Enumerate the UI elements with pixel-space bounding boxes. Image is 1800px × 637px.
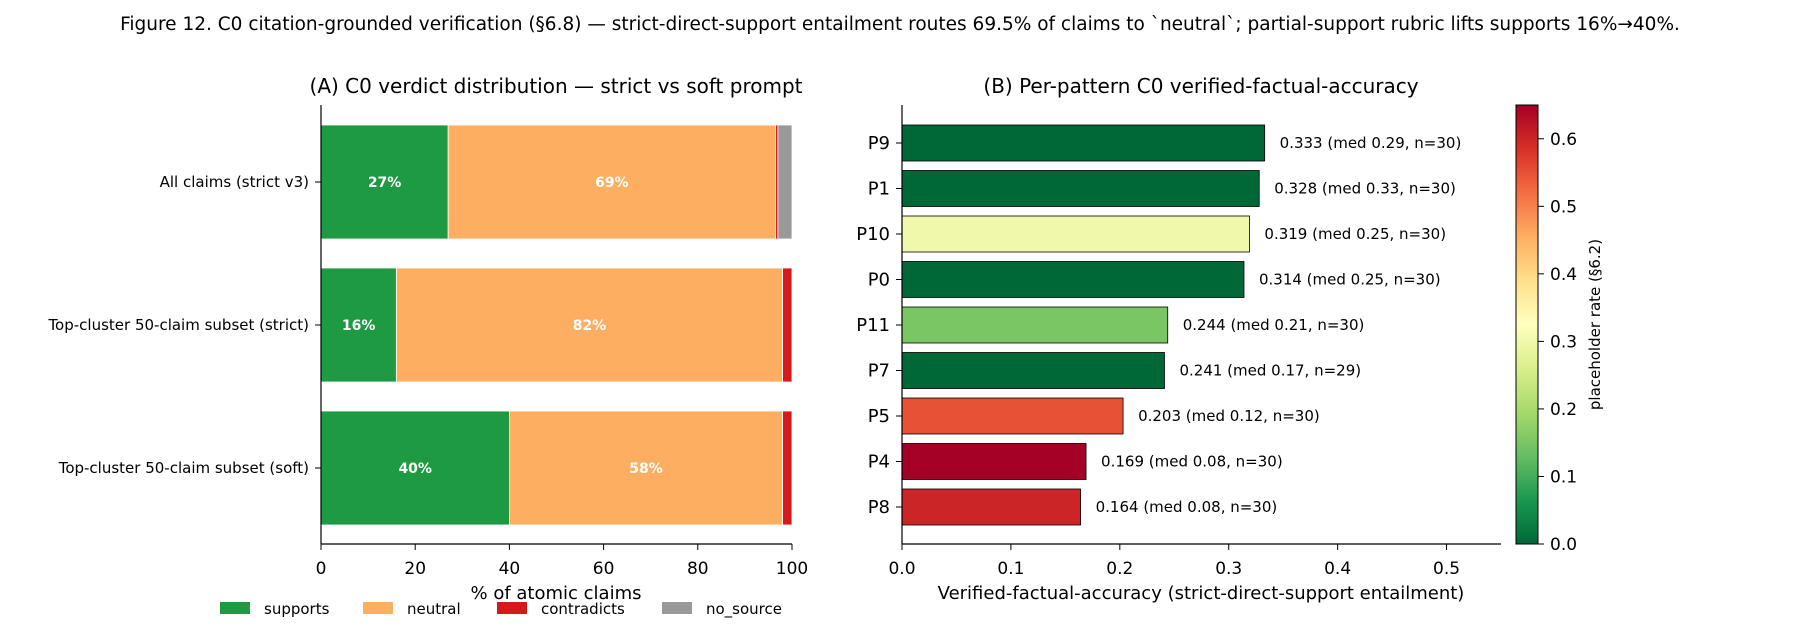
legend-label-no-source: no_source	[706, 600, 782, 619]
bar-contradicts-2	[782, 267, 793, 383]
bar-label-neutral-2: 82%	[573, 318, 607, 334]
bar-value-label-p9: 0.333 (med 0.29, n=30)	[1280, 134, 1462, 152]
legend-label-contradicts: contradicts	[541, 600, 625, 618]
bar-value-label-p4: 0.169 (med 0.08, n=30)	[1101, 453, 1283, 471]
x-tick-label: 0.1	[997, 559, 1024, 579]
category-label-2: Top-cluster 50-claim subset (strict)	[47, 316, 309, 334]
bar-p0	[901, 261, 1245, 298]
bar-p11	[901, 306, 1169, 344]
legend-swatch-neutral	[363, 602, 393, 614]
bar-value-label-p7: 0.241 (med 0.17, n=29)	[1179, 362, 1361, 380]
panel-a-verdict-distribution: (A) C0 verdict distribution — strict vs …	[47, 74, 808, 619]
bar-no-source-1	[777, 124, 793, 240]
x-tick-label: 20	[404, 559, 426, 579]
bar-label-supports-3: 40%	[398, 461, 432, 477]
bar-supports-3	[320, 410, 510, 526]
bar-neutral-3	[508, 410, 783, 526]
pattern-label-p9: P9	[868, 133, 890, 154]
legend-swatch-contradicts	[497, 602, 527, 614]
panel-a-x-ticks: 0 20 40 60 80 100	[316, 544, 808, 579]
panel-b-bar-labels: 0.333 (med 0.29, n=30) 0.328 (med 0.33, n…	[1096, 134, 1462, 516]
panel-b-title: (B) Per-pattern C0 verified-factual-accu…	[983, 74, 1418, 98]
panel-b-x-ticks: 0.0 0.1 0.2 0.3 0.4 0.5	[888, 544, 1460, 579]
category-label-1: All claims (strict v3)	[160, 173, 309, 191]
pattern-label-p4: P4	[868, 452, 890, 473]
bar-value-label-p11: 0.244 (med 0.21, n=30)	[1183, 316, 1365, 334]
legend-swatch-supports	[220, 602, 250, 614]
bar-p5	[901, 397, 1124, 435]
bar-p8	[901, 488, 1082, 526]
panel-a-title: (A) C0 verdict distribution — strict vs …	[310, 74, 803, 98]
panel-b-bars	[901, 124, 1266, 526]
legend-label-neutral: neutral	[407, 600, 461, 618]
x-tick-label: 0.2	[1106, 559, 1133, 579]
bar-value-label-p1: 0.328 (med 0.33, n=30)	[1274, 180, 1456, 198]
bar-value-label-p0: 0.314 (med 0.25, n=30)	[1259, 271, 1441, 289]
colorbar-tick-label: 0.1	[1550, 467, 1577, 487]
colorbar-tick-label: 0.4	[1550, 265, 1577, 285]
x-tick-label: 0.5	[1433, 559, 1460, 579]
pattern-label-p10: P10	[856, 224, 890, 245]
panel-a-legend: supports neutral contradicts no_source	[220, 600, 782, 619]
bar-neutral-2	[395, 267, 783, 383]
pattern-label-p8: P8	[868, 497, 890, 518]
x-tick-label: 0.4	[1324, 559, 1351, 579]
pattern-label-p1: P1	[868, 179, 890, 200]
legend-label-supports: supports	[264, 600, 330, 618]
x-tick-label: 0.0	[888, 559, 915, 579]
bar-supports-1	[320, 124, 449, 240]
pattern-label-p5: P5	[868, 406, 890, 427]
panel-b-per-pattern-accuracy: (B) Per-pattern C0 verified-factual-accu…	[856, 74, 1604, 604]
colorbar-tick-label: 0.2	[1550, 400, 1577, 420]
bar-p9	[901, 124, 1266, 162]
panel-a-x-label: % of atomic claims	[471, 583, 642, 604]
pattern-label-p11: P11	[856, 315, 890, 336]
colorbar-tick-label: 0.5	[1550, 197, 1577, 217]
x-tick-label: 40	[499, 559, 521, 579]
legend-swatch-no-source	[662, 602, 692, 614]
colorbar-label: placeholder rate (§6.2)	[1586, 239, 1604, 410]
x-tick-label: 0.3	[1215, 559, 1242, 579]
x-tick-label: 60	[593, 559, 615, 579]
x-tick-label: 80	[687, 559, 709, 579]
category-label-3: Top-cluster 50-claim subset (soft)	[58, 459, 309, 477]
bar-value-label-p8: 0.164 (med 0.08, n=30)	[1096, 498, 1278, 516]
x-tick-label: 0	[316, 559, 327, 579]
bar-neutral-1	[447, 124, 776, 240]
bar-p10	[901, 215, 1250, 253]
bar-value-label-p10: 0.319 (med 0.25, n=30)	[1264, 225, 1446, 243]
panel-b-colorbar: 0.0 0.1 0.2 0.3 0.4 0.5 0.6 placeholder rate (§…	[1515, 104, 1604, 555]
colorbar-tick-label: 0.6	[1550, 130, 1577, 150]
bar-label-neutral-3: 58%	[629, 461, 663, 477]
bar-p1	[901, 170, 1260, 207]
panel-a-category-labels: All claims (strict v3) Top-cluster 50-cla…	[47, 173, 321, 477]
panel-b-x-label: Verified-factual-accuracy (strict-direct…	[938, 583, 1465, 604]
bar-label-neutral-1: 69%	[595, 175, 629, 191]
bar-p7	[901, 352, 1165, 389]
bar-label-supports-2: 16%	[342, 318, 376, 334]
colorbar-tick-label: 0.0	[1550, 535, 1577, 555]
bar-label-supports-1: 27%	[368, 175, 402, 191]
pattern-label-p7: P7	[868, 361, 890, 382]
panel-b-pattern-labels: P9 P1 P10 P0 P11 P7 P5 P4 P8	[856, 133, 902, 518]
panel-a-bars: 27% 69% 16% 82% 40% 58%	[320, 124, 793, 526]
colorbar-tick-label: 0.3	[1550, 332, 1577, 352]
pattern-label-p0: P0	[868, 270, 890, 291]
bar-value-label-p5: 0.203 (med 0.12, n=30)	[1138, 407, 1320, 425]
bar-contradicts-3	[782, 410, 793, 526]
colorbar-gradient	[1515, 104, 1539, 545]
bar-p4	[901, 443, 1087, 480]
figure-title: Figure 12. C0 citation-grounded verifica…	[120, 14, 1680, 35]
x-tick-label: 100	[776, 559, 808, 579]
